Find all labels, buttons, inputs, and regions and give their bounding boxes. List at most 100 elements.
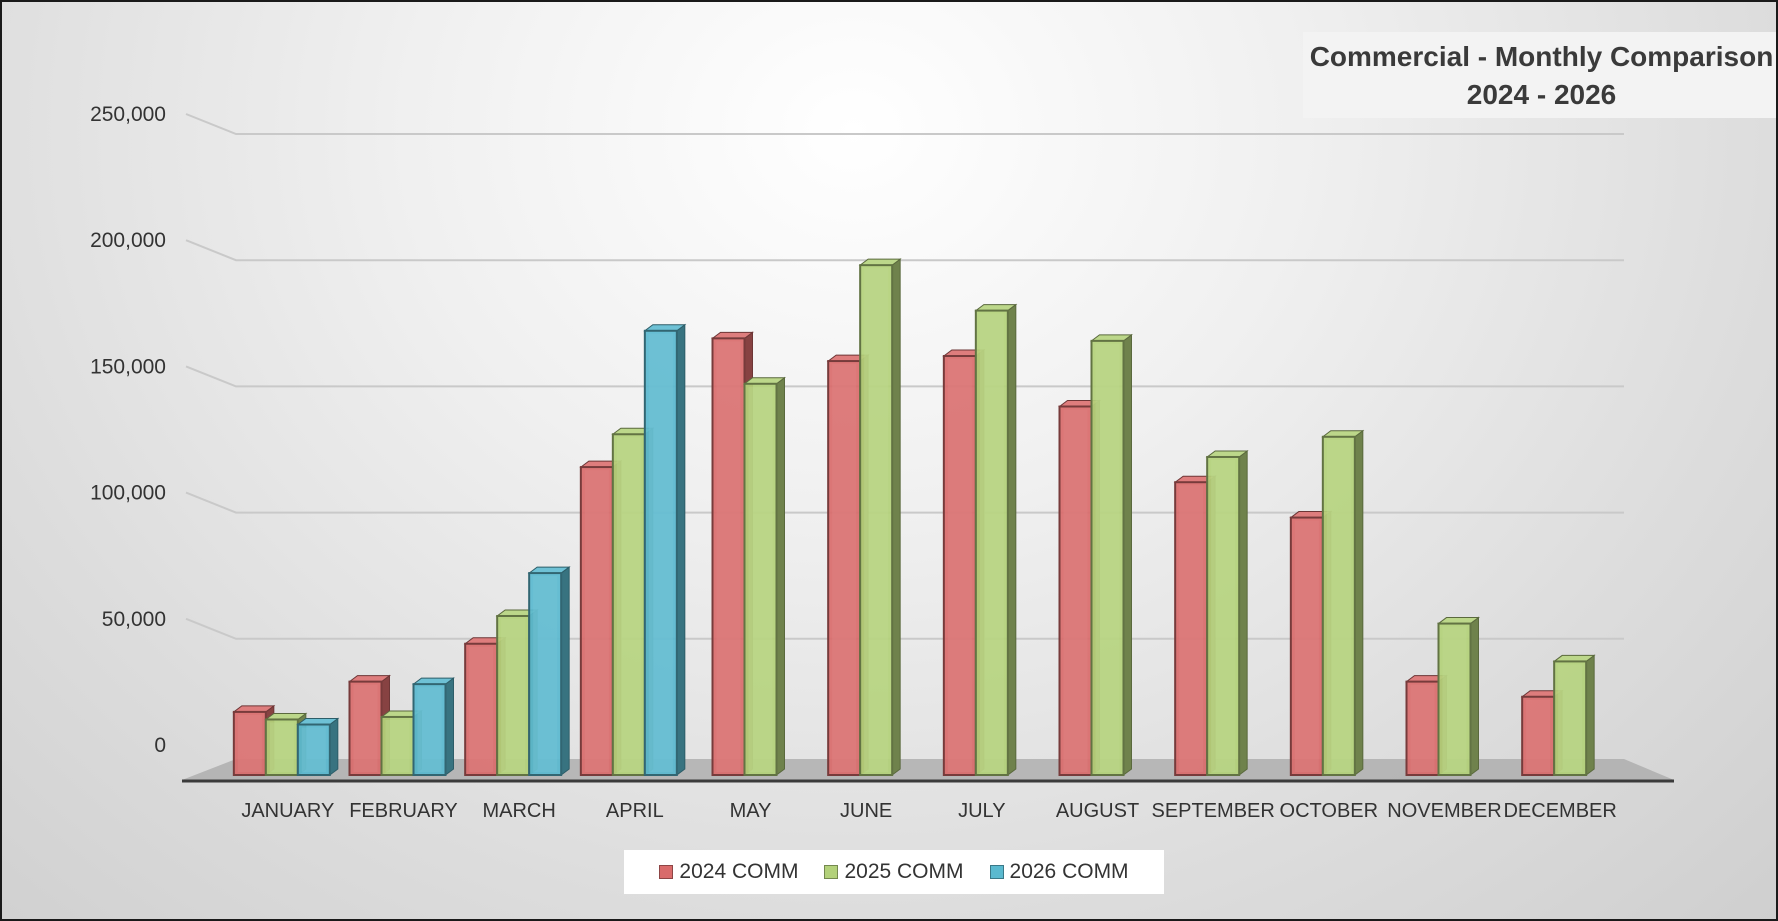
bar-2025-comm-october [1321,429,1365,776]
gridline [185,239,1624,262]
gridline [185,113,1624,135]
chart-subtitle-text: 2024 - 2026 [1466,79,1617,110]
bar-side [1123,333,1132,776]
chart-title: Commercial - Monthly Comparison 2024 - 2… [1303,32,1776,118]
bar-highlight [269,722,294,772]
bar-front [827,360,862,776]
bar-highlight [501,618,526,772]
bar-2025-comm-december [1552,654,1596,776]
y-tick-label: 100,000 [90,482,166,505]
gridline [185,365,1624,388]
gridlines [185,113,1624,640]
bar-side [1585,654,1595,776]
chart-title-text: Commercial - Monthly Comparison [1309,41,1774,72]
bar-highlight [1211,459,1236,772]
bar-front [1553,660,1588,776]
bar-front [974,309,1009,776]
bar-highlight [385,719,410,772]
bar-side [1238,449,1248,776]
x-tick-label: JANUARY [241,800,334,822]
bar-highlight [1558,664,1583,772]
bar-2026-comm-january [296,717,340,777]
bar-2026-comm-february [412,677,455,776]
bar-highlight [533,576,558,772]
bar-side [1007,303,1017,776]
bar-2025-comm-september [1205,449,1249,776]
bar-highlight [1442,626,1467,772]
x-tick-label: MARCH [482,800,555,822]
x-tick-label: NOVEMBER [1387,800,1501,822]
bar-side [891,258,901,776]
bar-highlight [1095,343,1120,772]
bar-highlight [469,646,494,772]
bar-front [412,683,447,776]
x-axis-ticks: JANUARY FEBRUARY MARCH APRIL MAY JUNE JULY AUGU… [241,800,1617,822]
bar-highlight [237,714,262,772]
bar-highlight [1063,409,1088,772]
bar-highlight [864,268,889,772]
bar-front [496,614,531,776]
bar-side [776,376,785,776]
bar-front [942,355,977,776]
bar-2025-comm-august [1090,333,1133,776]
bar-side [676,323,686,776]
x-tick-label: SEPTEMBER [1151,800,1274,822]
bar-highlight [1326,439,1351,772]
bar-front [296,723,331,777]
bar-2024-comm-october [1289,510,1333,776]
bar-highlight [947,359,972,772]
bar-highlight [584,470,609,772]
bar-front [348,680,383,776]
y-tick-label: 250,000 [90,103,166,126]
legend-swatch-2026 [989,865,1004,879]
bar-highlight [417,687,442,772]
bar-side [1470,616,1479,776]
bar-highlight [616,437,641,772]
gridline [185,491,1624,514]
legend-swatch-2024 [659,865,674,879]
bar-front [1321,435,1356,776]
x-tick-label: DECEMBER [1503,800,1616,822]
bar-2026-comm-april [643,323,687,776]
y-axis-ticks: 0 50,000 100,000 150,000 200,000 250,000 [90,103,166,757]
bar-2025-comm-november [1437,616,1480,776]
bar-highlight [748,386,773,772]
x-tick-label: APRIL [606,800,664,822]
y-tick-label: 150,000 [90,355,166,378]
bar-highlight [832,364,857,772]
gridline [185,617,1624,640]
x-tick-label: FEBRUARY [349,800,458,822]
x-tick-label: MAY [730,800,772,822]
bar-highlight [301,727,326,772]
bar-2026-comm-march [527,566,571,777]
x-tick-label: OCTOBER [1280,800,1379,822]
bar-front [1206,455,1241,776]
bar-highlight [1410,684,1435,772]
bar-front [464,642,499,777]
bar-side [1354,429,1364,776]
bar-side [445,677,454,776]
bar-2025-comm-may [743,376,786,776]
bar-front [264,718,299,776]
x-tick-label: JUNE [840,800,892,822]
y-tick-label: 50,000 [102,608,166,631]
legend: 2024 COMM 2025 COMM 2026 COMM [624,850,1164,894]
bar-front [1289,516,1324,776]
bar-highlight [1294,520,1319,772]
bar-2025-comm-march [495,608,539,776]
bar-highlight [716,341,741,772]
bar-front [528,572,563,777]
bar-highlight [1526,699,1551,772]
y-tick-label: 200,000 [90,229,166,252]
bar-front [1405,680,1440,776]
bar-2025-comm-june [858,258,902,776]
legend-label-2026: 2026 COMM [1009,860,1129,883]
bar-2025-comm-july [974,303,1018,776]
legend-entry-2024: 2024 COMM [659,860,798,884]
bar-highlight [648,333,673,772]
bar-front [579,466,614,776]
y-tick-label: 0 [154,734,166,757]
bar-front [1058,405,1093,776]
x-tick-label: AUGUST [1056,800,1139,822]
